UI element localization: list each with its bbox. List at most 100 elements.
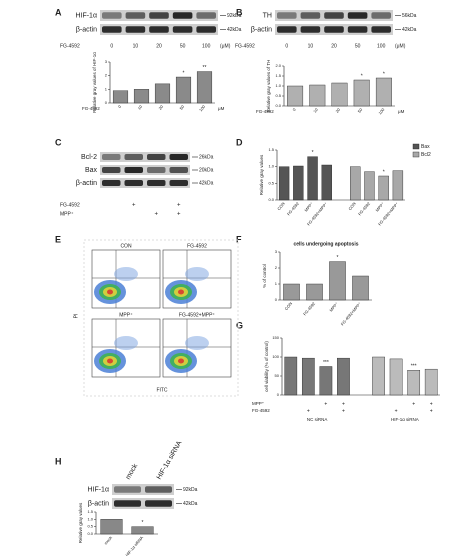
panel-label: B — [236, 7, 243, 17]
x-tick-label: FG-4592 — [286, 201, 300, 217]
blot-band — [172, 26, 193, 33]
blot-band — [102, 154, 121, 160]
blot-band — [300, 12, 321, 19]
y-axis-label: Relative gray values — [259, 154, 264, 195]
blot-band — [371, 26, 391, 33]
dose-label: 10 — [133, 43, 139, 49]
blot-band — [347, 26, 368, 33]
blot-band — [324, 12, 344, 19]
sign: + — [395, 408, 398, 414]
x-tick-label: 10 — [312, 107, 319, 114]
dose-label: 50 — [355, 43, 361, 49]
sign: + — [430, 401, 433, 407]
band-label: β-actin — [76, 180, 97, 187]
bar — [306, 283, 323, 301]
sign: + — [342, 401, 345, 407]
size-label: 42kDa — [402, 27, 417, 33]
y-tick-label: 1.0 — [275, 83, 281, 88]
group-label: NC siRNA — [307, 417, 328, 422]
bar — [407, 370, 421, 396]
bar — [307, 156, 318, 201]
y-tick-label: 1.5 — [87, 509, 93, 514]
treatment-label: FG-4592 — [60, 43, 80, 49]
x-tick-label: MPP⁺ — [374, 201, 385, 212]
row-label: FG-4592 — [252, 408, 270, 413]
bar — [112, 90, 129, 104]
bar — [350, 166, 361, 201]
y-tick-label: 1.0 — [268, 164, 274, 169]
x-tick-label: 100 — [377, 107, 386, 116]
size-label: 56kDa — [402, 13, 417, 19]
blot-band — [124, 180, 143, 186]
sign: + — [177, 212, 181, 218]
bar — [321, 164, 332, 201]
bar — [278, 166, 290, 201]
significance: * — [142, 520, 144, 526]
panel-label: G — [236, 320, 243, 330]
bar — [287, 85, 304, 107]
panel-label: H — [55, 456, 62, 466]
y-tick-label: 50 — [275, 373, 280, 378]
y-tick-label: 1.5 — [275, 73, 281, 78]
band-label: β-actin — [88, 500, 109, 507]
bar — [175, 76, 192, 104]
y-axis-label: Relative gray values of TH — [266, 60, 271, 113]
x-tick-label: FG-4592 — [357, 201, 371, 217]
bar — [319, 366, 333, 396]
x-axis-label: FG-4592 — [256, 109, 274, 114]
size-label: 42kDa — [227, 27, 242, 33]
bar — [131, 526, 154, 535]
y-tick-label: 0.5 — [87, 524, 93, 529]
bar — [378, 175, 389, 201]
bar — [352, 275, 369, 301]
blot-band — [147, 154, 166, 160]
dose-unit: (μM) — [220, 43, 231, 49]
band-label: β-actin — [251, 26, 272, 33]
panel-label: F — [236, 234, 242, 244]
x-tick-label: 20 — [157, 104, 164, 111]
plot-title: MPP⁺ — [119, 312, 133, 318]
dose-label: 50 — [180, 43, 186, 49]
dose-label: 100 — [377, 43, 386, 49]
y-axis-label: Relative gray values — [78, 502, 83, 543]
blot-band — [149, 26, 169, 33]
bar — [100, 519, 123, 535]
significance: * — [361, 73, 363, 79]
bar — [364, 171, 375, 201]
bar — [293, 165, 304, 201]
y-tick-label: 0.0 — [275, 103, 281, 108]
blot-band — [300, 26, 321, 33]
y-tick-label: 1.5 — [268, 147, 274, 152]
blot-strip — [100, 178, 190, 188]
bar — [133, 89, 150, 104]
x-tick-label: 10 — [136, 104, 143, 111]
event-density — [107, 289, 113, 295]
band-label: HIF-1α — [75, 12, 97, 19]
x-axis-label: FG-4592 — [82, 106, 100, 111]
x-tick-label: CON — [347, 201, 357, 211]
blot-strip — [112, 484, 174, 495]
y-tick-label: 1 — [275, 281, 278, 286]
x-tick-label: FG-4592 — [302, 301, 316, 317]
x-tick-label: 0 — [117, 104, 123, 110]
event-density — [185, 267, 209, 281]
size-label: 42kDa — [183, 501, 198, 507]
blot-band — [324, 26, 344, 33]
y-tick-label: 0.5 — [268, 180, 274, 185]
size-label: 92kDa — [227, 13, 242, 19]
x-tick-label: 100 — [198, 104, 207, 113]
chart-title: cells undergoing apoptosis — [293, 241, 358, 247]
legend-swatch — [412, 143, 420, 150]
row-label: MPP⁺ — [252, 401, 265, 406]
blot-band — [102, 167, 121, 173]
blot-strip — [112, 498, 174, 509]
x-tick-label: 50 — [357, 107, 364, 114]
y-tick-label: 2 — [105, 73, 108, 78]
sign: + — [430, 408, 433, 414]
axis-label: PI — [73, 314, 79, 319]
y-tick-label: 1.0 — [87, 516, 93, 521]
y-axis-label: cell viability (% of control) — [264, 341, 269, 392]
x-tick-label: MPP⁺ — [303, 201, 314, 212]
dose-unit: (μM) — [395, 43, 406, 49]
